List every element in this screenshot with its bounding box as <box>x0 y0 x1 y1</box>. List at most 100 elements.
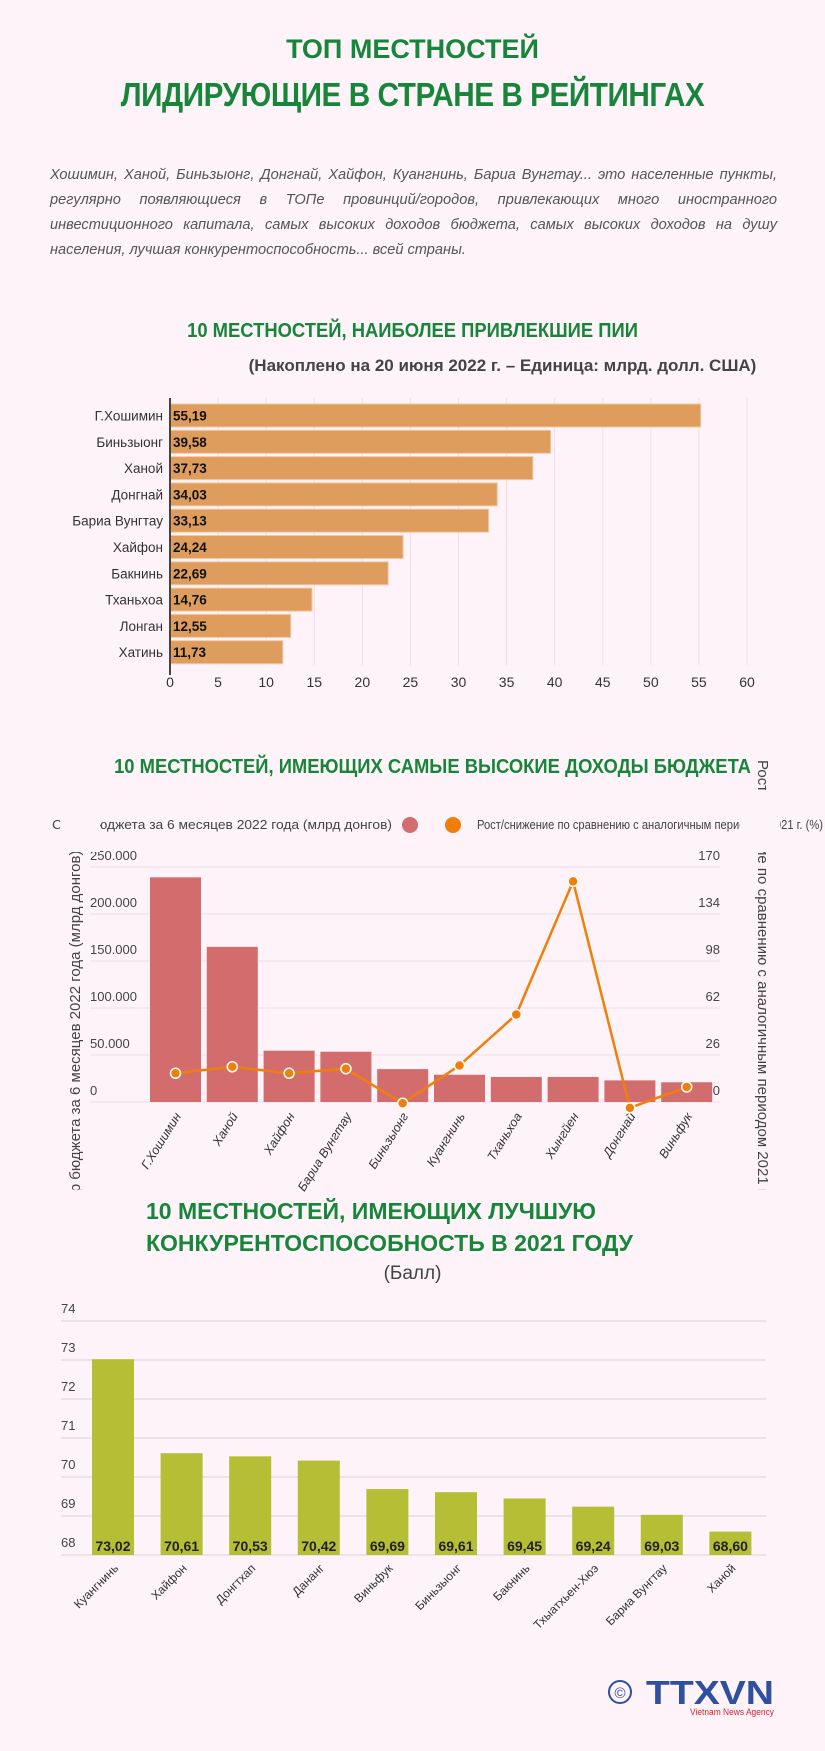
budget-chart-title: 10 МЕСТНОСТЕЙ, ИМЕЮЩИХ САМЫЕ ВЫСОКИЕ ДОХ… <box>114 756 751 778</box>
bar <box>160 1453 203 1555</box>
growth-point <box>396 1097 409 1110</box>
category-label: Хатинь <box>119 645 163 660</box>
budget-bar <box>377 1069 429 1102</box>
value-label: 69,24 <box>576 1538 611 1554</box>
y-tick-label: 73 <box>61 1340 75 1355</box>
value-label: 68,60 <box>713 1538 748 1554</box>
value-label: 22,69 <box>173 566 207 581</box>
value-label: 34,03 <box>173 487 207 502</box>
category-label: Бариа Вунгтау <box>295 1110 355 1194</box>
value-label: 55,19 <box>173 409 207 424</box>
bar <box>503 1498 546 1555</box>
x-tick-label: 35 <box>499 674 515 690</box>
value-label: 24,24 <box>173 540 207 555</box>
legend-label-growth: Рост/снижение по сравнению с аналогичным… <box>477 818 823 832</box>
growth-point <box>567 875 579 888</box>
category-label: Хынгйен <box>542 1110 582 1162</box>
copyright-symbol: © <box>614 1685 625 1702</box>
budget-bar <box>604 1080 656 1102</box>
category-label: Г.Хошимин <box>95 409 163 424</box>
left-tick-label: 250.000 <box>90 848 137 863</box>
category-label: Донгнай <box>599 1110 638 1161</box>
category-label: Ханой <box>209 1110 241 1149</box>
category-label: Куангнинь <box>71 1561 121 1611</box>
title-mask <box>60 790 100 852</box>
x-tick-label: 0 <box>166 674 174 690</box>
budget-chart: Сбор бюджета за 6 месяцев 2022 года (млр… <box>52 760 823 1310</box>
bar <box>640 1514 683 1555</box>
x-tick-label: 40 <box>547 674 563 690</box>
category-label: Хайфон <box>261 1110 298 1158</box>
growth-line <box>175 877 688 1110</box>
bar <box>435 1492 477 1555</box>
value-label: 37,73 <box>173 461 207 476</box>
value-label: 14,76 <box>173 593 207 608</box>
copyright-icon <box>608 1680 632 1704</box>
growth-point <box>340 1062 352 1075</box>
x-tick-label: 20 <box>355 674 371 690</box>
x-tick-label: 45 <box>595 674 611 690</box>
title-mask <box>740 1190 780 1310</box>
ttxvn-logo: © TTXVN Vietnam News Agency <box>608 1674 774 1717</box>
category-label: Тханьхоа <box>105 593 163 608</box>
y-tick-label: 70 <box>61 1457 75 1472</box>
right-tick-label: 62 <box>706 989 720 1004</box>
value-label: 12,55 <box>173 619 207 634</box>
category-label: Хайфон <box>113 540 163 555</box>
category-label: Виньфук <box>351 1561 396 1606</box>
category-label: Донгнай <box>111 487 163 502</box>
budget-bar <box>206 946 258 1102</box>
value-label: 70,61 <box>164 1538 199 1554</box>
budget-bar <box>547 1076 599 1102</box>
fdi-chart-title: 10 МЕСТНОСТЕЙ, НАИБОЛЕЕ ПРИВЛЕКШИЕ ПИИ <box>187 320 638 342</box>
y-tick-label: 74 <box>61 1301 75 1316</box>
bar <box>169 429 552 454</box>
category-label: Донгтхап <box>213 1561 259 1607</box>
x-tick-label: 15 <box>306 674 322 690</box>
x-tick-label: 25 <box>403 674 419 690</box>
x-tick-label: 30 <box>451 674 467 690</box>
category-label: Хайфон <box>148 1561 189 1602</box>
growth-point <box>453 1059 466 1072</box>
x-tick-label: 55 <box>691 674 707 690</box>
bar <box>169 482 498 507</box>
x-tick-label: 50 <box>643 674 659 690</box>
title-line-1: ТОП МЕСТНОСТЕЙ <box>286 34 539 64</box>
right-tick-label: 26 <box>706 1036 720 1051</box>
legend-marker-growth <box>445 817 461 833</box>
title-mask <box>740 790 780 852</box>
value-label: 70,53 <box>233 1538 268 1554</box>
x-tick-label: 10 <box>258 674 274 690</box>
bar <box>229 1456 272 1555</box>
logo-subtext: Vietnam News Agency <box>690 1707 774 1717</box>
growth-point <box>624 1102 636 1114</box>
category-label: Биньзыонг <box>366 1110 412 1171</box>
right-tick-label: 170 <box>698 848 720 863</box>
legend-label-budget: Сбор бюджета за 6 месяцев 2022 года (млр… <box>52 818 392 832</box>
title-mask <box>60 1190 100 1310</box>
competitiveness-title-line-1: 10 МЕСТНОСТЕЙ, ИМЕЮЩИХ ЛУЧШУЮ <box>146 1198 596 1224</box>
fdi-chart-subtitle: (Накоплено на 20 июня 2022 г. – Единица:… <box>248 356 757 375</box>
value-label: 69,61 <box>438 1538 473 1554</box>
competitiveness-title-line-2: КОНКУРЕНТОСПОСОБНОСТЬ В 2021 ГОДУ <box>146 1230 633 1256</box>
category-label: Биньзыонг <box>412 1561 464 1613</box>
intro-paragraph: Хошимин, Ханой, Биньзыонг, Донгнай, Хайф… <box>50 167 777 258</box>
left-axis-title: Сбор бюджета за 6 месяцев 2022 года (млр… <box>67 851 84 1220</box>
fdi-chart: 0 5 10 15 20 25 30 35 40 45 50 55 60 Г.Хошимин 55,19 Би… <box>72 398 755 690</box>
left-tick-label: 100.000 <box>90 989 137 1004</box>
value-label: 70,42 <box>301 1538 336 1554</box>
growth-point <box>283 1067 295 1080</box>
growth-point <box>680 1081 693 1093</box>
competitiveness-chart: 68 69 70 71 72 73 74 73,02 Куангнинь 70,61 Хайфон 7… <box>61 1301 766 1632</box>
bar <box>92 1359 134 1555</box>
logo-text: TTXVN <box>646 1674 774 1711</box>
budget-bar <box>490 1076 542 1102</box>
bar <box>572 1506 615 1555</box>
x-tick-label: 5 <box>214 674 222 690</box>
category-label: Тхыатхьен-Хюэ <box>531 1561 602 1632</box>
left-tick-label: 200.000 <box>90 895 137 910</box>
y-tick-label: 68 <box>61 1535 75 1550</box>
left-tick-label: 50.000 <box>90 1036 130 1051</box>
value-label: 69,45 <box>507 1538 542 1554</box>
y-tick-label: 71 <box>61 1418 75 1433</box>
